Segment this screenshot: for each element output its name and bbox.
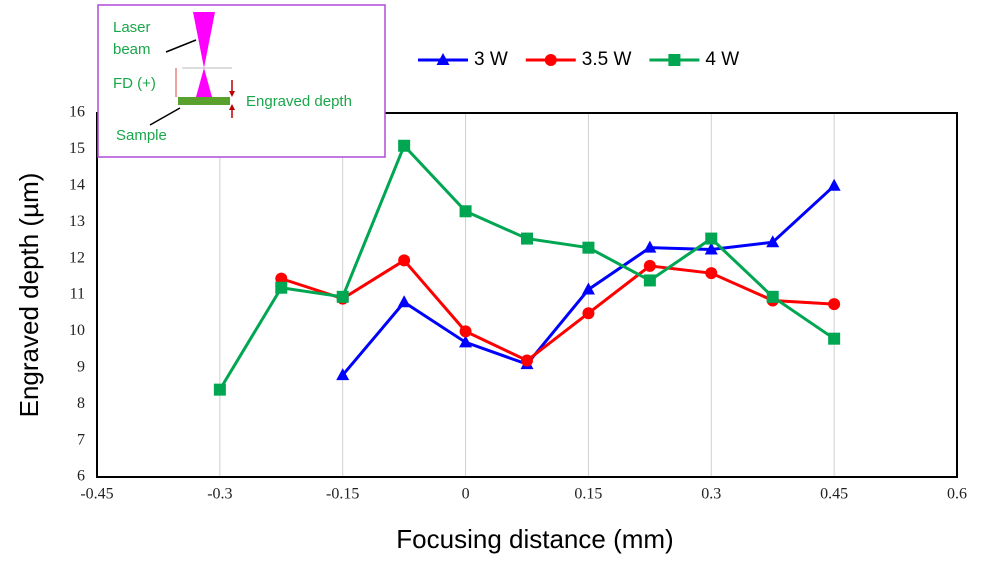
x-tick-label: 0.15 [574, 486, 602, 503]
marker [828, 332, 841, 345]
beam-bottom [196, 68, 212, 97]
marker [459, 335, 473, 348]
marker [397, 295, 411, 308]
sample [178, 97, 230, 105]
marker [436, 53, 450, 65]
inset-label: Laser [113, 19, 151, 36]
inset-label: Sample [116, 127, 167, 144]
data-layer [213, 139, 841, 396]
marker [521, 354, 533, 367]
marker [275, 281, 288, 294]
y-tick-label: 15 [69, 140, 85, 157]
marker [581, 282, 595, 295]
marker [643, 259, 656, 272]
x-tick-label: -0.45 [80, 486, 113, 503]
y-tick-label: 7 [77, 431, 85, 448]
x-tick-label: -0.3 [207, 486, 232, 503]
marker [275, 272, 288, 285]
marker [704, 242, 718, 255]
y-tick-label: 16 [69, 104, 85, 121]
marker [459, 325, 472, 338]
legend-label: 3 W [474, 49, 508, 70]
y-tick-label: 13 [69, 213, 85, 230]
marker [213, 383, 226, 396]
y-axis-title: Engraved depth (µm) [14, 173, 44, 418]
marker [827, 178, 841, 191]
marker [705, 232, 718, 245]
plot-border [96, 112, 958, 478]
marker [766, 235, 780, 248]
y-tick-label: 6 [77, 468, 85, 485]
y-tick-label: 8 [77, 395, 85, 412]
y-tick-label: 14 [69, 176, 85, 193]
y-tick-label: 10 [69, 322, 85, 339]
marker [398, 254, 411, 267]
y-tick-label: 12 [69, 249, 85, 266]
marker [521, 232, 533, 245]
marker [582, 241, 595, 254]
marker [459, 205, 472, 218]
y-tick-label: 11 [70, 286, 85, 303]
x-tick-label: -0.15 [326, 486, 359, 503]
x-axis-title: Focusing distance (mm) [396, 524, 673, 554]
marker [582, 307, 595, 320]
inset-box [97, 4, 386, 158]
pointer [165, 39, 197, 53]
x-tick-label: 0.3 [701, 486, 721, 503]
legend: 3 W 3.5 W 4 W [418, 49, 739, 70]
marker [336, 290, 349, 303]
marker [668, 54, 681, 66]
arrowhead [229, 104, 235, 110]
inset: Laser beam FD (+) Engraved depth Sample [97, 4, 386, 158]
marker [398, 139, 411, 152]
arrowhead [229, 91, 235, 97]
marker [643, 274, 656, 287]
legend-label: 4 W [705, 49, 739, 70]
inset-label: Engraved depth [246, 93, 352, 110]
marker [705, 267, 718, 280]
marker [643, 240, 657, 253]
marker [544, 54, 557, 66]
y-tick-label: 9 [77, 358, 85, 375]
inset-label: beam [113, 41, 151, 58]
marker [828, 298, 841, 311]
pointer [149, 107, 181, 126]
legend-label: 3.5 W [582, 49, 632, 70]
plot-area [96, 112, 958, 478]
beam-top [193, 12, 215, 68]
inset-label: FD (+) [113, 75, 156, 92]
x-tick-label: 0 [462, 486, 470, 503]
marker [336, 368, 350, 381]
x-tick-label: 0.45 [820, 486, 848, 503]
x-tick-label: 0.6 [947, 486, 967, 503]
marker [766, 290, 779, 303]
series-line [280, 258, 835, 363]
